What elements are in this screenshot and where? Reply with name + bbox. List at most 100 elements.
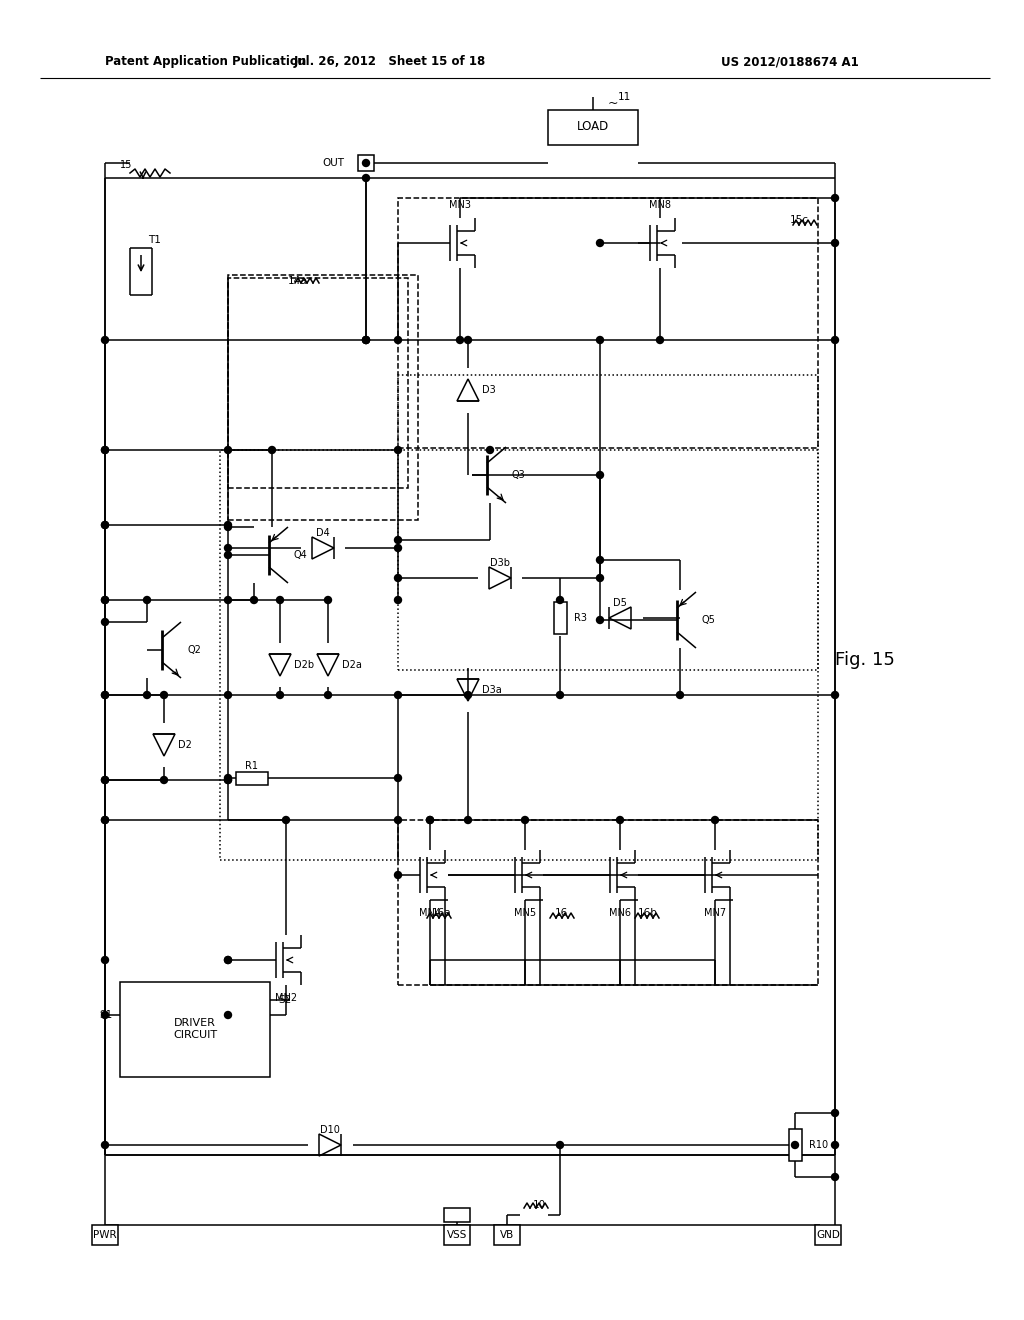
Circle shape: [616, 817, 624, 824]
Text: D5: D5: [613, 598, 627, 609]
Text: DRIVER
CIRCUIT: DRIVER CIRCUIT: [173, 1018, 217, 1040]
Text: 12: 12: [232, 1059, 246, 1068]
Circle shape: [792, 1142, 799, 1148]
Circle shape: [597, 239, 603, 247]
Circle shape: [831, 337, 839, 343]
Text: 16b: 16b: [638, 908, 657, 917]
Circle shape: [101, 597, 109, 603]
Circle shape: [831, 1142, 839, 1148]
Circle shape: [394, 574, 401, 582]
Circle shape: [161, 692, 168, 698]
Bar: [120, 982, 270, 1077]
Circle shape: [427, 817, 433, 824]
Bar: [220, 450, 818, 861]
Circle shape: [101, 446, 109, 454]
Bar: [398, 375, 818, 671]
Circle shape: [101, 776, 109, 784]
Circle shape: [597, 471, 603, 479]
Circle shape: [831, 1110, 839, 1117]
Bar: [444, 1208, 470, 1222]
Circle shape: [362, 337, 370, 343]
Text: 14a: 14a: [288, 276, 307, 286]
Circle shape: [101, 1011, 109, 1019]
Circle shape: [224, 544, 231, 552]
Circle shape: [101, 692, 109, 698]
Circle shape: [101, 817, 109, 824]
Circle shape: [394, 597, 401, 603]
Text: ~: ~: [608, 96, 618, 110]
Text: Q5: Q5: [702, 615, 716, 624]
Circle shape: [427, 817, 433, 824]
Text: Q2: Q2: [187, 645, 201, 655]
Circle shape: [556, 597, 563, 603]
Text: PWR: PWR: [93, 1230, 117, 1239]
Circle shape: [362, 337, 370, 343]
Text: Q3: Q3: [512, 470, 525, 480]
Bar: [228, 275, 418, 520]
Bar: [790, 1129, 802, 1162]
Text: R1: R1: [246, 762, 258, 771]
Circle shape: [268, 446, 275, 454]
Bar: [236, 772, 268, 785]
Text: D2b: D2b: [294, 660, 314, 671]
Circle shape: [224, 776, 231, 784]
Circle shape: [224, 446, 231, 454]
Text: Fig. 15: Fig. 15: [835, 651, 895, 669]
Circle shape: [224, 692, 231, 698]
Bar: [548, 110, 638, 145]
Text: 16a: 16a: [432, 908, 452, 917]
Circle shape: [831, 239, 839, 247]
Bar: [444, 1225, 470, 1245]
Text: MN2: MN2: [274, 993, 297, 1003]
Text: MN8: MN8: [649, 201, 671, 210]
Circle shape: [656, 337, 664, 343]
Text: OUT: OUT: [322, 158, 344, 168]
Circle shape: [394, 775, 401, 781]
Bar: [398, 198, 818, 447]
Circle shape: [465, 337, 471, 343]
Circle shape: [394, 871, 401, 879]
Text: MN4: MN4: [419, 908, 441, 917]
Text: D2a: D2a: [342, 660, 361, 671]
Circle shape: [224, 957, 231, 964]
Circle shape: [521, 817, 528, 824]
Circle shape: [101, 521, 109, 528]
Bar: [815, 1225, 841, 1245]
Circle shape: [101, 1142, 109, 1148]
Text: T1: T1: [148, 235, 161, 246]
Circle shape: [101, 957, 109, 964]
Circle shape: [831, 1173, 839, 1180]
Circle shape: [224, 775, 231, 781]
Text: D3a: D3a: [482, 685, 502, 696]
Circle shape: [101, 521, 109, 528]
Text: MN5: MN5: [514, 908, 536, 917]
Text: D4: D4: [316, 528, 330, 539]
Circle shape: [465, 692, 471, 698]
Circle shape: [394, 446, 401, 454]
Circle shape: [224, 957, 231, 964]
Circle shape: [597, 557, 603, 564]
Text: LOAD: LOAD: [577, 120, 609, 133]
Circle shape: [394, 817, 401, 824]
Circle shape: [677, 692, 683, 698]
Bar: [228, 279, 408, 488]
Circle shape: [597, 616, 603, 623]
Text: S2: S2: [278, 995, 291, 1005]
Circle shape: [224, 1011, 231, 1019]
Circle shape: [101, 776, 109, 784]
Text: 16: 16: [555, 908, 568, 917]
Text: MN7: MN7: [703, 908, 726, 917]
Text: 15c: 15c: [790, 215, 809, 224]
Circle shape: [394, 544, 401, 552]
Bar: [398, 820, 818, 985]
Circle shape: [224, 597, 231, 603]
Circle shape: [161, 776, 168, 784]
Circle shape: [362, 174, 370, 181]
Circle shape: [362, 337, 370, 343]
Circle shape: [101, 619, 109, 626]
Circle shape: [465, 817, 471, 824]
Text: 11: 11: [618, 92, 631, 102]
Circle shape: [101, 692, 109, 698]
Bar: [494, 1225, 520, 1245]
Text: MN6: MN6: [609, 908, 631, 917]
